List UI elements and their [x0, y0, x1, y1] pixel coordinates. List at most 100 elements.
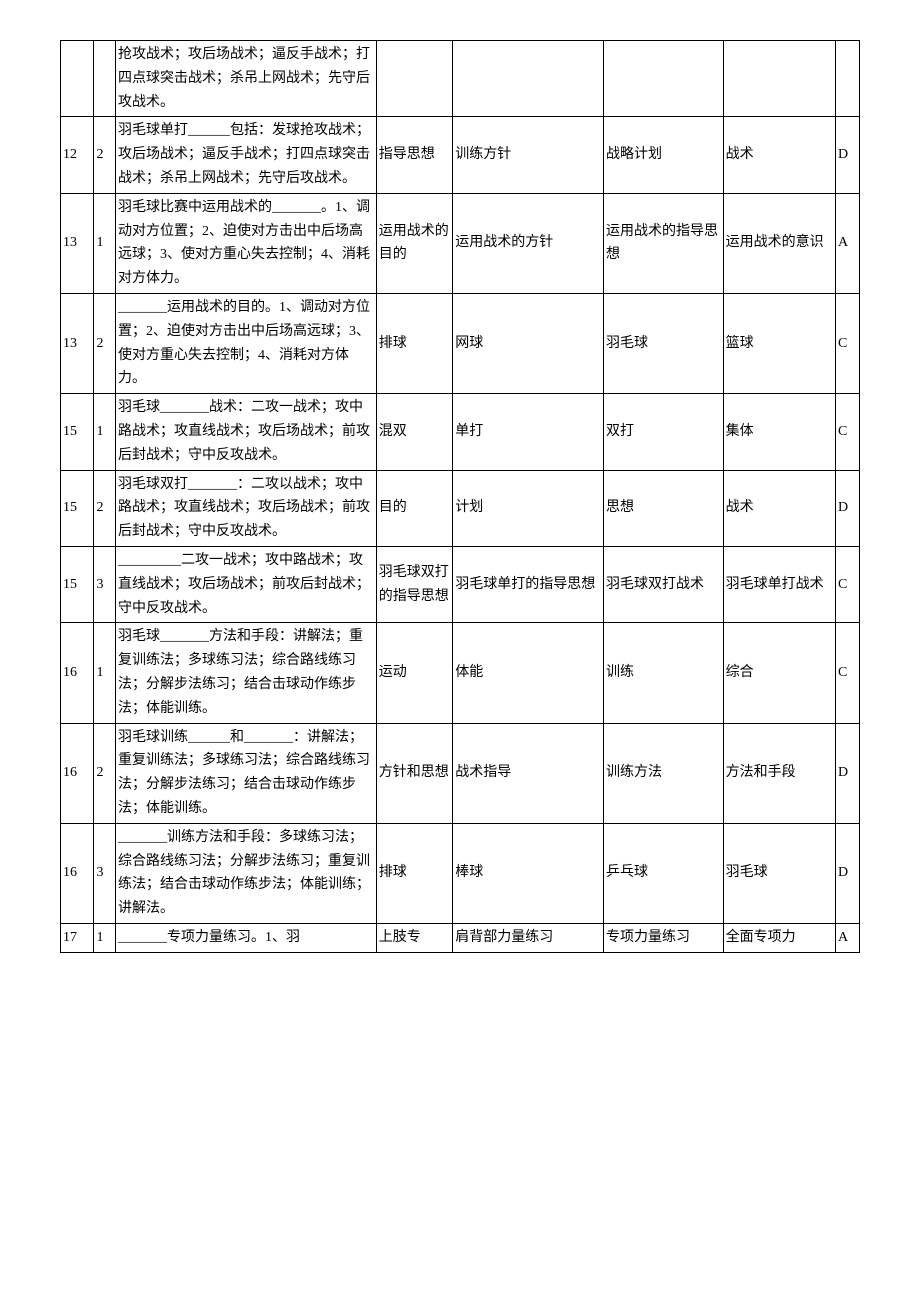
answer-cell: D — [836, 117, 860, 193]
option-a-cell: 排球 — [376, 823, 453, 923]
row-subnumber: 2 — [94, 723, 116, 823]
option-a-cell: 指导思想 — [376, 117, 453, 193]
option-c-cell: 羽毛球双打战术 — [604, 546, 724, 622]
option-d-cell: 全面专项力 — [723, 923, 835, 952]
table-row: 抢攻战术；攻后场战术；逼反手战术；打四点球突击战术；杀吊上网战术；先守后攻战术。 — [61, 41, 860, 117]
option-c-cell: 训练 — [604, 623, 724, 723]
option-c-cell: 战略计划 — [604, 117, 724, 193]
row-subnumber: 1 — [94, 193, 116, 293]
option-d-cell: 运用战术的意识 — [723, 193, 835, 293]
table-row: 131羽毛球比赛中运用战术的_______。1、调动对方位置；2、迫使对方击出中… — [61, 193, 860, 293]
row-subnumber: 2 — [94, 117, 116, 193]
option-b-cell: 战术指导 — [453, 723, 604, 823]
table-row: 152羽毛球双打_______：二攻以战术；攻中路战术；攻直线战术；攻后场战术；… — [61, 470, 860, 546]
row-subnumber: 1 — [94, 394, 116, 470]
question-cell: 羽毛球双打_______：二攻以战术；攻中路战术；攻直线战术；攻后场战术；前攻后… — [116, 470, 377, 546]
page-container: 抢攻战术；攻后场战术；逼反手战术；打四点球突击战术；杀吊上网战术；先守后攻战术。… — [0, 0, 920, 993]
option-b-cell: 棒球 — [453, 823, 604, 923]
table-row: 151羽毛球_______战术：二攻一战术；攻中路战术；攻直线战术；攻后场战术；… — [61, 394, 860, 470]
answer-cell: C — [836, 394, 860, 470]
table-row: 161羽毛球_______方法和手段：讲解法；重复训练法；多球练习法；综合路线练… — [61, 623, 860, 723]
row-subnumber: 2 — [94, 293, 116, 393]
answer-cell: D — [836, 470, 860, 546]
option-d-cell: 战术 — [723, 117, 835, 193]
option-c-cell: 训练方法 — [604, 723, 724, 823]
option-c-cell: 思想 — [604, 470, 724, 546]
option-a-cell: 羽毛球双打的指导思想 — [376, 546, 453, 622]
option-b-cell: 羽毛球单打的指导思想 — [453, 546, 604, 622]
row-number: 13 — [61, 193, 94, 293]
option-a-cell: 方针和思想 — [376, 723, 453, 823]
option-d-cell — [723, 41, 835, 117]
option-b-cell: 运用战术的方针 — [453, 193, 604, 293]
option-c-cell: 双打 — [604, 394, 724, 470]
option-a-cell — [376, 41, 453, 117]
table-body: 抢攻战术；攻后场战术；逼反手战术；打四点球突击战术；杀吊上网战术；先守后攻战术。… — [61, 41, 860, 953]
row-subnumber: 3 — [94, 823, 116, 923]
answer-cell: C — [836, 623, 860, 723]
option-b-cell: 计划 — [453, 470, 604, 546]
row-number: 16 — [61, 823, 94, 923]
option-a-cell: 上肢专 — [376, 923, 453, 952]
answer-cell: D — [836, 723, 860, 823]
option-a-cell: 运动 — [376, 623, 453, 723]
answer-cell — [836, 41, 860, 117]
option-a-cell: 目的 — [376, 470, 453, 546]
table-row: 163_______训练方法和手段：多球练习法；综合路线练习法；分解步法练习；重… — [61, 823, 860, 923]
question-cell: _______运用战术的目的。1、调动对方位置；2、迫使对方击出中后场高远球；3… — [116, 293, 377, 393]
answer-cell: A — [836, 923, 860, 952]
option-b-cell: 网球 — [453, 293, 604, 393]
row-number: 17 — [61, 923, 94, 952]
row-number: 15 — [61, 546, 94, 622]
option-a-cell: 运用战术的目的 — [376, 193, 453, 293]
answer-cell: A — [836, 193, 860, 293]
row-subnumber — [94, 41, 116, 117]
question-cell: 抢攻战术；攻后场战术；逼反手战术；打四点球突击战术；杀吊上网战术；先守后攻战术。 — [116, 41, 377, 117]
question-cell: _______专项力量练习。1、羽 — [116, 923, 377, 952]
option-c-cell: 运用战术的指导思想 — [604, 193, 724, 293]
option-d-cell: 羽毛球单打战术 — [723, 546, 835, 622]
row-number: 12 — [61, 117, 94, 193]
option-b-cell: 体能 — [453, 623, 604, 723]
row-number: 13 — [61, 293, 94, 393]
option-a-cell: 排球 — [376, 293, 453, 393]
question-cell: _________二攻一战术；攻中路战术；攻直线战术；攻后场战术；前攻后封战术；… — [116, 546, 377, 622]
option-c-cell: 专项力量练习 — [604, 923, 724, 952]
row-subnumber: 1 — [94, 623, 116, 723]
row-number: 16 — [61, 623, 94, 723]
row-number: 15 — [61, 394, 94, 470]
row-number: 16 — [61, 723, 94, 823]
option-c-cell: 羽毛球 — [604, 293, 724, 393]
question-table: 抢攻战术；攻后场战术；逼反手战术；打四点球突击战术；杀吊上网战术；先守后攻战术。… — [60, 40, 860, 953]
table-row: 162羽毛球训练______和_______：讲解法；重复训练法；多球练习法；综… — [61, 723, 860, 823]
answer-cell: C — [836, 546, 860, 622]
question-cell: 羽毛球_______方法和手段：讲解法；重复训练法；多球练习法；综合路线练习法；… — [116, 623, 377, 723]
option-d-cell: 方法和手段 — [723, 723, 835, 823]
table-row: 171_______专项力量练习。1、羽上肢专肩背部力量练习专项力量练习全面专项… — [61, 923, 860, 952]
question-cell: _______训练方法和手段：多球练习法；综合路线练习法；分解步法练习；重复训练… — [116, 823, 377, 923]
option-b-cell: 训练方针 — [453, 117, 604, 193]
answer-cell: C — [836, 293, 860, 393]
row-subnumber: 1 — [94, 923, 116, 952]
table-row: 132_______运用战术的目的。1、调动对方位置；2、迫使对方击出中后场高远… — [61, 293, 860, 393]
row-subnumber: 3 — [94, 546, 116, 622]
row-subnumber: 2 — [94, 470, 116, 546]
row-number — [61, 41, 94, 117]
question-cell: 羽毛球_______战术：二攻一战术；攻中路战术；攻直线战术；攻后场战术；前攻后… — [116, 394, 377, 470]
row-number: 15 — [61, 470, 94, 546]
answer-cell: D — [836, 823, 860, 923]
option-d-cell: 综合 — [723, 623, 835, 723]
option-b-cell — [453, 41, 604, 117]
option-b-cell: 肩背部力量练习 — [453, 923, 604, 952]
option-d-cell: 集体 — [723, 394, 835, 470]
option-d-cell: 羽毛球 — [723, 823, 835, 923]
question-cell: 羽毛球训练______和_______：讲解法；重复训练法；多球练习法；综合路线… — [116, 723, 377, 823]
option-d-cell: 篮球 — [723, 293, 835, 393]
table-row: 153_________二攻一战术；攻中路战术；攻直线战术；攻后场战术；前攻后封… — [61, 546, 860, 622]
question-cell: 羽毛球单打______包括：发球抢攻战术；攻后场战术；逼反手战术；打四点球突击战… — [116, 117, 377, 193]
option-d-cell: 战术 — [723, 470, 835, 546]
option-c-cell — [604, 41, 724, 117]
option-c-cell: 乒乓球 — [604, 823, 724, 923]
table-row: 122羽毛球单打______包括：发球抢攻战术；攻后场战术；逼反手战术；打四点球… — [61, 117, 860, 193]
question-cell: 羽毛球比赛中运用战术的_______。1、调动对方位置；2、迫使对方击出中后场高… — [116, 193, 377, 293]
